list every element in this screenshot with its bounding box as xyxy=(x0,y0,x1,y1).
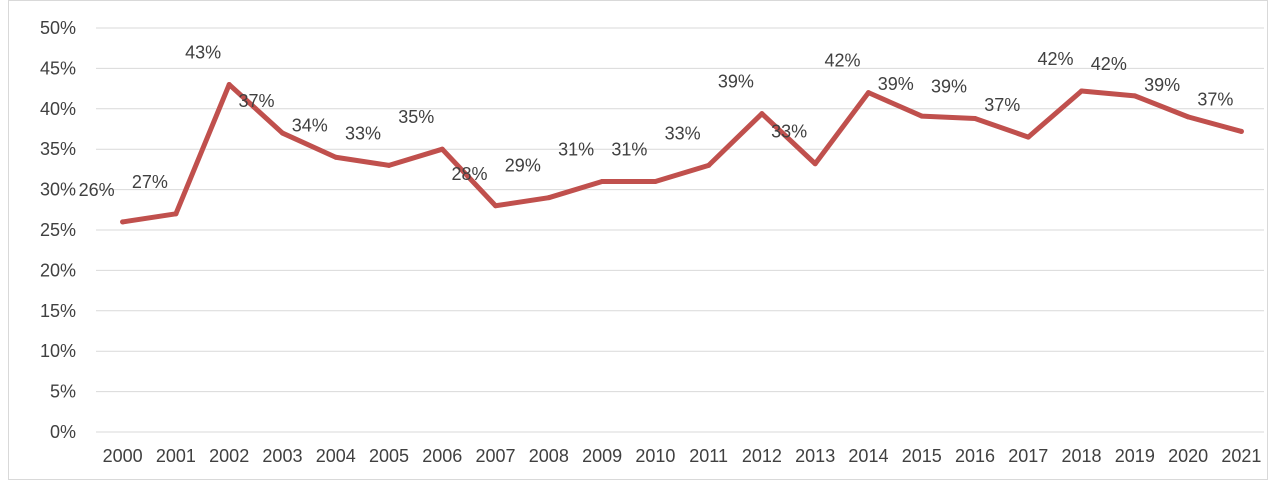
data-point xyxy=(226,82,232,88)
data-point xyxy=(759,111,765,117)
data-point xyxy=(173,211,179,217)
y-tick-label: 0% xyxy=(50,422,76,442)
data-label: 33% xyxy=(345,123,381,143)
data-label: 43% xyxy=(185,43,221,63)
data-label: 31% xyxy=(558,140,594,160)
y-tick-label: 50% xyxy=(40,18,76,38)
data-point xyxy=(599,179,605,185)
y-tick-label: 45% xyxy=(40,58,76,78)
y-tick-label: 25% xyxy=(40,220,76,240)
data-label: 37% xyxy=(238,91,274,111)
data-point xyxy=(812,161,818,167)
data-point xyxy=(439,146,445,152)
x-tick-label: 2000 xyxy=(103,446,143,466)
y-tick-label: 30% xyxy=(40,180,76,200)
data-label: 33% xyxy=(665,123,701,143)
data-point xyxy=(865,90,871,96)
x-tick-label: 2001 xyxy=(156,446,196,466)
x-tick-label: 2008 xyxy=(529,446,569,466)
x-tick-label: 2016 xyxy=(955,446,995,466)
data-label: 28% xyxy=(452,164,488,184)
data-point xyxy=(706,162,712,168)
x-tick-label: 2007 xyxy=(476,446,516,466)
x-tick-label: 2018 xyxy=(1062,446,1102,466)
x-tick-label: 2012 xyxy=(742,446,782,466)
x-tick-label: 2006 xyxy=(422,446,462,466)
x-tick-label: 2019 xyxy=(1115,446,1155,466)
x-tick-label: 2011 xyxy=(689,446,728,466)
data-point xyxy=(279,130,285,136)
data-label: 29% xyxy=(505,156,541,176)
data-point xyxy=(1238,128,1244,134)
data-label: 27% xyxy=(132,172,168,192)
y-tick-label: 5% xyxy=(50,382,76,402)
x-tick-label: 2003 xyxy=(262,446,302,466)
data-point xyxy=(1132,93,1138,99)
data-label: 39% xyxy=(878,74,914,94)
x-tick-label: 2010 xyxy=(635,446,675,466)
x-tick-label: 2004 xyxy=(316,446,356,466)
data-label: 26% xyxy=(79,180,115,200)
chart-frame xyxy=(8,0,1268,480)
data-label: 37% xyxy=(984,95,1020,115)
x-tick-label: 2013 xyxy=(795,446,835,466)
data-point xyxy=(493,203,499,209)
data-label: 35% xyxy=(398,107,434,127)
y-tick-label: 40% xyxy=(40,99,76,119)
y-tick-label: 20% xyxy=(40,260,76,280)
data-point xyxy=(652,179,658,185)
x-tick-label: 2002 xyxy=(209,446,249,466)
x-tick-label: 2014 xyxy=(848,446,888,466)
data-point xyxy=(546,195,552,201)
data-point xyxy=(333,154,339,160)
data-point xyxy=(120,219,126,225)
data-label: 33% xyxy=(771,122,807,142)
x-tick-label: 2015 xyxy=(902,446,942,466)
data-label: 39% xyxy=(718,72,754,92)
data-label: 34% xyxy=(292,115,328,135)
x-tick-label: 2021 xyxy=(1221,446,1261,466)
data-point xyxy=(972,115,978,121)
series-layer xyxy=(120,82,1244,225)
series-line xyxy=(120,82,1244,225)
data-label: 37% xyxy=(1197,89,1233,109)
data-label: 42% xyxy=(824,51,860,71)
x-tick-label: 2020 xyxy=(1168,446,1208,466)
y-tick-label: 10% xyxy=(40,341,76,361)
x-axis-tick-labels: 2000 2001 2002 2003 2004 2005 2006 2007 2008 2009… xyxy=(103,446,1262,466)
y-axis-tick-labels: 0% 5% 10% 15% 20% 25% 30% 35% 40% 45% 50% xyxy=(40,18,76,442)
data-label: 39% xyxy=(1144,75,1180,95)
x-tick-label: 2017 xyxy=(1008,446,1048,466)
data-point xyxy=(919,113,925,119)
data-label: 42% xyxy=(1091,54,1127,74)
x-tick-label: 2009 xyxy=(582,446,622,466)
y-tick-label: 15% xyxy=(40,301,76,321)
data-label: 31% xyxy=(611,140,647,160)
data-point xyxy=(1185,114,1191,120)
data-label: 39% xyxy=(931,76,967,96)
data-point xyxy=(1025,134,1031,140)
y-tick-label: 35% xyxy=(40,139,76,159)
data-point xyxy=(1079,88,1085,94)
data-label: 42% xyxy=(1038,49,1074,69)
gridlines xyxy=(96,27,1264,433)
data-point xyxy=(386,162,392,168)
x-tick-label: 2005 xyxy=(369,446,409,466)
data-labels: 26% 27% 43% 37% 34% 33% 35% 28% 29% 31% 31% 33% 39% 3… xyxy=(79,43,1234,200)
